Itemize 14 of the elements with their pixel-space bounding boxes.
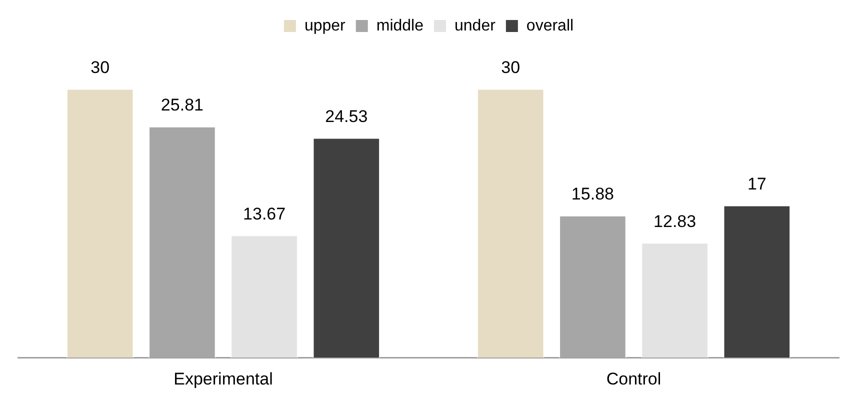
data-label: 15.88 bbox=[571, 184, 614, 204]
data-label: 17 bbox=[747, 174, 766, 194]
data-label: 24.53 bbox=[325, 107, 368, 126]
legend-label: upper bbox=[304, 17, 346, 34]
data-label: 13.67 bbox=[243, 204, 286, 224]
x-tick-label: Control bbox=[606, 369, 662, 388]
legend-label: middle bbox=[376, 17, 424, 34]
data-label: 12.83 bbox=[654, 212, 696, 231]
data-label: 25.81 bbox=[160, 96, 204, 115]
legend-label: under bbox=[454, 17, 496, 34]
legend-label: overall bbox=[526, 17, 574, 34]
x-tick-label: Experimental bbox=[174, 369, 273, 388]
data-label: 30 bbox=[501, 58, 520, 77]
data-label: 30 bbox=[90, 58, 110, 77]
